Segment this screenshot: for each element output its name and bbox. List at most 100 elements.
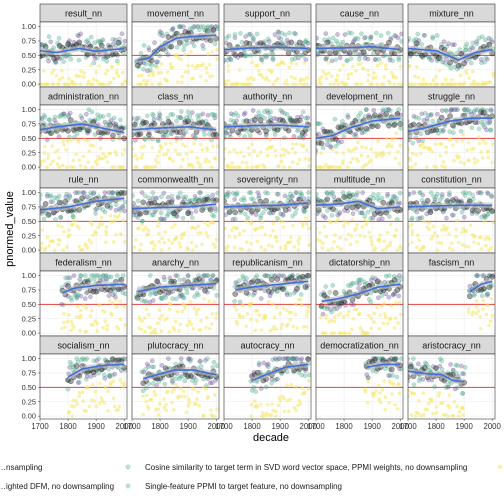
data-point	[376, 192, 381, 197]
data-point	[83, 242, 88, 246]
data-point	[191, 76, 196, 81]
data-point	[82, 71, 87, 75]
data-point	[144, 393, 149, 398]
data-point	[180, 74, 184, 79]
data-point	[296, 248, 301, 252]
data-point	[101, 156, 105, 161]
data-point	[275, 76, 280, 81]
data-point	[439, 241, 444, 246]
data-point	[323, 215, 328, 220]
facet-title: fascism_nn	[429, 258, 475, 268]
data-point	[270, 55, 276, 61]
data-point	[246, 146, 251, 150]
data-point	[195, 397, 199, 401]
data-point	[71, 158, 76, 163]
data-point	[436, 240, 441, 245]
data-point	[226, 165, 231, 169]
data-point	[293, 150, 297, 155]
data-point	[410, 232, 415, 236]
data-point	[137, 74, 141, 78]
data-point	[132, 147, 135, 151]
data-point	[398, 64, 403, 69]
data-point	[277, 395, 281, 400]
data-point	[250, 165, 254, 169]
data-point	[164, 31, 170, 37]
data-point	[356, 285, 361, 291]
data-point	[267, 210, 272, 216]
data-point	[300, 53, 306, 58]
data-point	[478, 314, 482, 319]
data-point	[92, 132, 98, 137]
data-point	[159, 295, 164, 301]
data-point	[443, 165, 448, 169]
data-point	[121, 135, 127, 142]
data-point	[177, 241, 182, 246]
data-point	[146, 228, 151, 232]
data-point	[279, 30, 285, 36]
data-point	[166, 148, 170, 153]
data-point	[341, 194, 347, 200]
smooth-line	[366, 363, 401, 368]
data-point	[255, 404, 259, 409]
data-point	[154, 383, 159, 388]
data-point	[154, 278, 161, 285]
data-point	[477, 135, 481, 139]
data-point	[440, 59, 445, 65]
data-point	[106, 389, 110, 394]
data-point	[330, 148, 335, 152]
data-point	[478, 326, 483, 331]
data-point	[92, 117, 98, 123]
data-point	[370, 215, 376, 221]
data-point	[399, 31, 403, 37]
data-point	[491, 71, 495, 75]
data-point	[162, 240, 167, 245]
data-point	[168, 62, 173, 66]
data-point	[198, 358, 203, 364]
data-point	[263, 133, 269, 138]
data-point	[307, 243, 311, 248]
data-point	[252, 77, 256, 82]
data-point	[330, 190, 335, 195]
data-point	[488, 319, 493, 324]
data-point	[245, 311, 250, 316]
data-point	[299, 372, 305, 378]
data-point	[69, 319, 74, 324]
data-point	[287, 65, 291, 70]
data-point	[452, 386, 458, 392]
data-point	[284, 78, 289, 83]
data-point	[424, 165, 429, 169]
facet-title: commonwealth_nn	[138, 175, 214, 185]
data-point	[140, 388, 146, 394]
data-point	[392, 291, 397, 297]
data-point	[338, 311, 343, 316]
data-point	[316, 247, 317, 251]
data-point	[353, 228, 357, 233]
data-point	[114, 58, 120, 64]
data-point	[324, 313, 329, 318]
facet-title: dictatorship_nn	[329, 258, 390, 268]
panel-content	[132, 190, 219, 252]
data-point	[210, 365, 216, 370]
data-point	[318, 165, 323, 169]
data-point	[92, 399, 97, 403]
data-point	[183, 129, 189, 135]
data-point	[78, 313, 83, 318]
data-point	[393, 33, 398, 39]
data-point	[157, 113, 163, 118]
data-point	[224, 156, 226, 161]
data-point	[138, 248, 142, 252]
data-point	[103, 273, 109, 278]
facet-title: sovereignty_nn	[237, 175, 298, 185]
data-point	[345, 165, 350, 169]
data-point	[306, 386, 311, 391]
data-point	[305, 75, 310, 80]
data-point	[284, 369, 290, 375]
data-point	[364, 222, 368, 227]
data-point	[274, 327, 279, 331]
data-point	[67, 134, 72, 140]
data-point	[224, 212, 229, 218]
data-point	[394, 356, 399, 361]
data-point	[48, 162, 53, 167]
data-point	[282, 207, 289, 213]
data-point	[413, 115, 419, 120]
